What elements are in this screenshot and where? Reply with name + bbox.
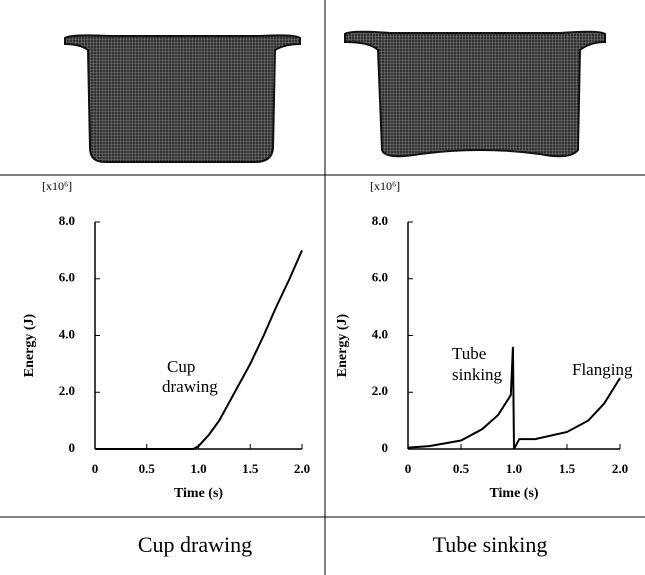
annotation: drawing: [162, 377, 218, 396]
x-tick-label: 1.5: [559, 461, 576, 476]
y-tick-label: 4.0: [372, 326, 388, 341]
annotation: Tube: [452, 344, 486, 363]
y-tick-label: 4.0: [59, 326, 75, 341]
page: {"chart_data":[ {"type":"line","multipli…: [0, 0, 645, 575]
x-tick-label: 2.0: [612, 461, 628, 476]
annotation: sinking: [452, 365, 503, 384]
y-axis-label: Energy (J): [335, 313, 350, 377]
y-tick-label: 6.0: [372, 270, 388, 285]
x-axis-label: Time (s): [174, 486, 223, 501]
caption: Tube sinking: [433, 532, 548, 557]
x-tick-label: 0.5: [139, 461, 156, 476]
figure: Cup drawing Tube sinking 0 2.0 4.0 6.0 8.0 0 0…: [0, 0, 645, 575]
y-tick-label: 2.0: [59, 383, 75, 398]
x-tick-label: 1.0: [506, 461, 522, 476]
y-tick-label: 8.0: [59, 213, 75, 228]
y-tick-label: 0: [69, 440, 76, 455]
y-tick-label: 8.0: [372, 213, 388, 228]
y-tick-label: 6.0: [59, 270, 75, 285]
energy-line: [95, 250, 302, 449]
caption: Cup drawing: [138, 532, 252, 557]
x-tick-label: 1.5: [242, 461, 259, 476]
tube-sinking-image: [345, 32, 605, 157]
x-tick-label: 1.0: [190, 461, 206, 476]
axis-multiplier: [x10⁶]: [370, 179, 400, 193]
y-tick-label: 2.0: [372, 383, 388, 398]
x-tick-label: 0: [92, 461, 99, 476]
axis-multiplier: [x10⁶]: [42, 179, 72, 193]
x-axis-label: Time (s): [489, 486, 538, 501]
annotation: Flanging: [572, 360, 633, 379]
y-axis-label: Energy (J): [22, 313, 37, 377]
x-tick-label: 0.5: [453, 461, 470, 476]
x-tick-label: 0: [405, 461, 412, 476]
y-tick-label: 0: [382, 440, 389, 455]
x-tick-label: 2.0: [294, 461, 310, 476]
annotation: Cup: [167, 357, 195, 376]
cup-drawing-image: [65, 35, 300, 162]
